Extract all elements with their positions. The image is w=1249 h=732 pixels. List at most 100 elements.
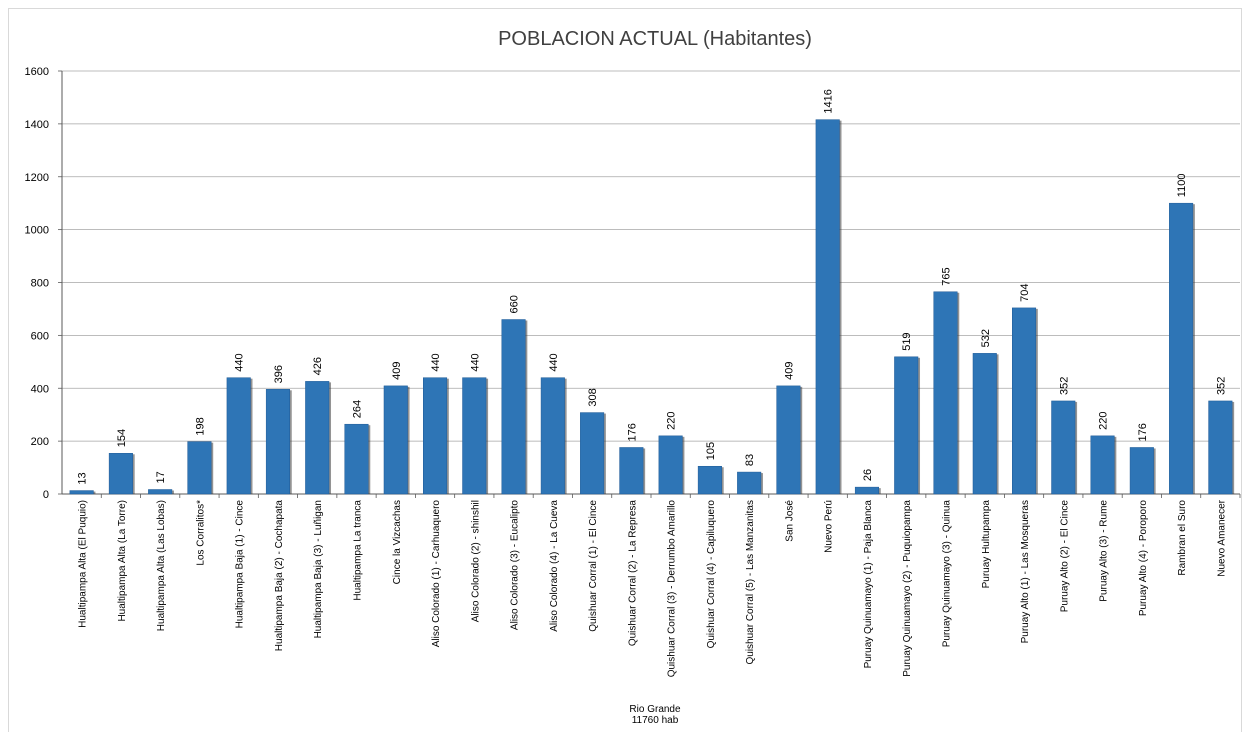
x-tick-label: Hualtipampa Baja (3) - Luñigan	[313, 500, 324, 638]
x-tick-label: Hualtipampa Baja (1) - Cince	[235, 500, 246, 629]
bar	[1090, 435, 1115, 495]
x-tick-label: Rambran el Suro	[1177, 500, 1188, 576]
y-tick-label: 800	[31, 278, 49, 290]
y-tick-label: 600	[31, 330, 49, 342]
x-tick-label: Puruay Hultupampa	[981, 500, 992, 589]
x-tick-label: Puruay Alto (1) - Las Mosqueras	[1020, 500, 1031, 643]
bar	[383, 385, 408, 495]
x-tick-label: Puruay Alto (4) - Poroporo	[1138, 500, 1149, 617]
bar	[1129, 447, 1154, 495]
bar	[265, 389, 290, 495]
data-label: 532	[980, 329, 992, 347]
data-label: 1100	[1176, 174, 1188, 198]
x-tick-label: Aliso Colorado (3) - Eucalipto	[510, 500, 521, 630]
data-label: 176	[1137, 423, 1149, 441]
x-tick-label: Hualtipampa Alta (El Puquio)	[78, 500, 89, 628]
x-tick-label: Aliso Colorado (4) - La Cueva	[549, 500, 560, 632]
x-tick-label: Nuevo Perú	[824, 500, 835, 553]
data-label: 440	[548, 353, 560, 371]
x-tick-label: Puruay Quinuamayo (3) - Quinua	[942, 500, 953, 648]
bar	[148, 489, 173, 495]
grid-lines	[62, 70, 1240, 442]
data-label: 765	[941, 267, 953, 285]
bars	[69, 119, 1235, 495]
x-tick-label: Hualtipampa Baja (2) - Cochapata	[274, 500, 285, 652]
bar	[540, 377, 565, 495]
y-tick-label: 1400	[25, 119, 49, 131]
data-label: 704	[1019, 284, 1031, 302]
y-tick-label: 400	[31, 383, 49, 395]
data-label: 426	[312, 357, 324, 375]
bar	[658, 435, 683, 495]
bar	[187, 441, 212, 495]
x-tick-label: San José	[784, 500, 795, 542]
x-tick-label: Quishuar Corral (4) - Capiluquero	[706, 500, 717, 649]
bar	[226, 377, 251, 495]
x-tick-label: Nuevo Amanecer	[1216, 499, 1227, 576]
data-label: 352	[1215, 377, 1227, 395]
data-label: 26	[862, 469, 874, 481]
x-tick-labels: Hualtipampa Alta (El Puquio) Hualtipampa …	[78, 499, 1228, 677]
x-tick-label: Hualtipampa La tranca	[353, 500, 364, 601]
bar	[972, 353, 997, 495]
bar	[423, 377, 448, 495]
data-label: 198	[194, 417, 206, 435]
data-label: 440	[234, 353, 246, 371]
x-tick-label: Puruay Quinuamayo (1) - Paja Blanca	[863, 500, 874, 669]
bar	[69, 490, 94, 495]
data-label: 176	[626, 423, 638, 441]
x-tick-label: Quishuar Corral (1) - El Cince	[588, 500, 599, 632]
bar	[854, 486, 879, 495]
bar	[108, 453, 133, 495]
bar	[1051, 400, 1076, 495]
data-label: 660	[509, 295, 521, 313]
data-label: 264	[352, 400, 364, 418]
data-label: 83	[744, 454, 756, 466]
x-tick-label: Puruay Quinuamayo (2) - Puquiopampa	[902, 500, 913, 677]
data-label: 519	[901, 332, 913, 350]
x-tick-label: Puruay Alto (2) - El Cince	[1059, 500, 1070, 613]
bar	[344, 423, 369, 495]
data-label: 105	[705, 442, 717, 460]
data-label: 17	[155, 471, 167, 483]
y-tick-label: 1600	[25, 66, 49, 78]
x-tick-label: Aliso Colorado (1) - Carhuaquero	[431, 500, 442, 648]
x-tick-label: Los Corralitos*	[195, 500, 206, 566]
x-tick-label: Quishuar Corral (2) - La Represa	[627, 500, 638, 647]
bar	[501, 319, 526, 495]
x-tick-label: Quishuar Corral (5) - Las Manzanitas	[745, 500, 756, 665]
y-tick-label: 1200	[25, 172, 49, 184]
bar	[580, 412, 605, 495]
bar	[815, 119, 840, 495]
footer-line-1: Rio Grande	[629, 704, 681, 715]
bar	[619, 447, 644, 495]
bar	[894, 356, 919, 495]
footer-caption: Rio Grande 11760 hab	[620, 704, 690, 726]
bar	[305, 381, 330, 495]
data-label: 440	[469, 353, 481, 371]
bar	[1012, 307, 1037, 495]
bar	[697, 465, 722, 495]
x-tick-label: Cince la Vizcachas	[392, 500, 403, 584]
x-tick-label: Hualtipampa Alta (Las Lobas)	[156, 500, 167, 631]
bar	[737, 471, 762, 495]
data-label: 13	[77, 472, 89, 484]
x-tick-label: Aliso Colorado (2) - shinshil	[470, 500, 481, 622]
bar	[462, 377, 487, 495]
data-label: 396	[273, 365, 285, 383]
data-label: 440	[430, 353, 442, 371]
chart-title: POBLACION ACTUAL (Habitantes)	[498, 28, 812, 50]
data-label: 352	[1058, 377, 1070, 395]
data-label: 220	[1098, 411, 1110, 429]
x-tick-label: Puruay Alto (3) - Rume	[1099, 500, 1110, 602]
data-label: 409	[391, 362, 403, 380]
y-tick-label: 0	[43, 489, 49, 501]
bar	[933, 291, 958, 495]
bar	[1208, 400, 1233, 495]
y-tick-labels: 0 200 400 600 800 1000 1200 1400 1600	[25, 66, 49, 501]
data-label: 409	[783, 362, 795, 380]
x-tick-label: Quishuar Corral (3) - Derrumbo Amarillo	[667, 500, 678, 678]
bar	[1169, 202, 1194, 495]
footer-line-2: 11760 hab	[631, 715, 679, 726]
data-label: 308	[587, 388, 599, 406]
